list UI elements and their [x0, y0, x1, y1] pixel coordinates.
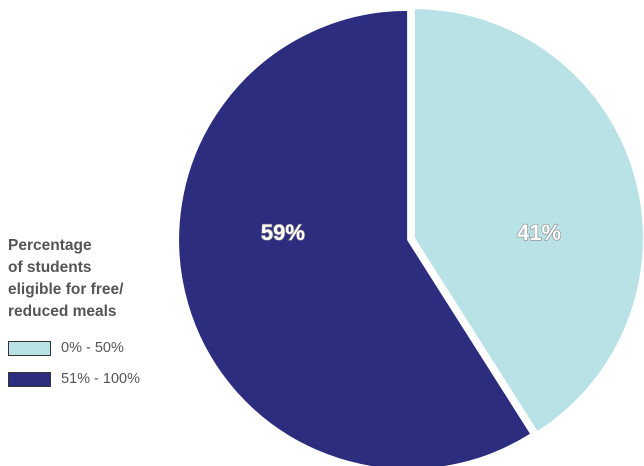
legend-title: Percentage of students eligible for free…	[8, 235, 183, 323]
pie-slice-2	[177, 8, 533, 466]
legend-label-low: 0% - 50%	[61, 340, 124, 356]
pie-slice-1	[412, 7, 644, 434]
pie-slice-label-2: 59%	[261, 220, 305, 245]
legend-title-line-1: Percentage	[8, 237, 92, 254]
legend-swatch-high	[8, 371, 51, 387]
legend-item-high: 51% - 100%	[8, 370, 183, 388]
legend: Percentage of students eligible for free…	[8, 235, 183, 401]
legend-item-low: 0% - 50%	[8, 339, 183, 357]
pie-slice-label-1: 41%	[517, 220, 561, 245]
legend-title-line-2: of students	[8, 259, 92, 276]
legend-label-high: 51% - 100%	[61, 371, 140, 387]
legend-title-line-4: reduced meals	[8, 303, 117, 320]
legend-swatch-low	[8, 340, 51, 356]
legend-title-line-3: eligible for free/	[8, 281, 124, 298]
